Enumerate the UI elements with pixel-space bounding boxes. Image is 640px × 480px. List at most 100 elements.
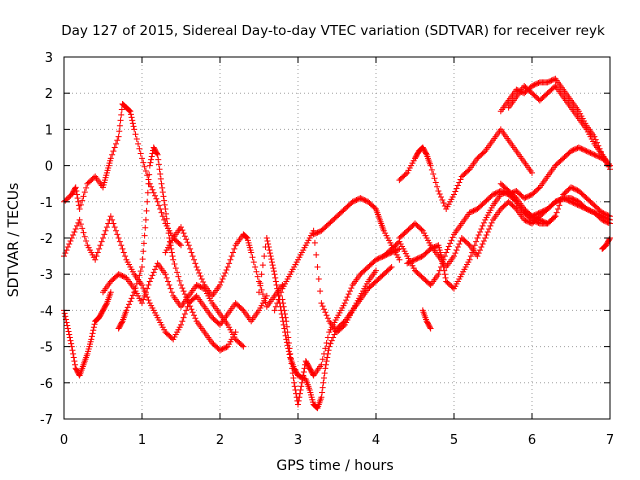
data-point <box>188 306 195 313</box>
data-point <box>141 232 148 239</box>
data-point <box>408 258 415 265</box>
data-point <box>469 208 476 215</box>
data-point <box>181 291 188 298</box>
data-point <box>171 260 178 267</box>
data-point <box>453 247 460 254</box>
data-point <box>265 241 272 248</box>
data-point <box>178 224 184 231</box>
data-point <box>153 150 160 157</box>
data-point <box>439 196 446 203</box>
series-track-16 <box>505 82 613 169</box>
data-point <box>63 247 70 254</box>
data-point <box>90 324 97 331</box>
data-point <box>343 297 350 304</box>
data-point <box>526 192 533 199</box>
data-point <box>140 248 147 255</box>
data-point <box>181 311 188 318</box>
data-point <box>142 216 149 223</box>
data-point <box>232 329 239 336</box>
data-point <box>130 123 137 130</box>
series-track-4 <box>100 260 247 350</box>
data-point <box>603 211 610 218</box>
data-point <box>577 145 584 152</box>
data-point <box>250 259 257 266</box>
data-point <box>115 133 122 140</box>
data-point <box>64 244 71 251</box>
data-point <box>328 337 335 344</box>
data-point <box>467 209 474 216</box>
data-point <box>153 263 160 270</box>
data-point <box>454 182 461 189</box>
series-track-14 <box>396 195 613 270</box>
data-point <box>145 180 152 187</box>
data-point <box>405 259 412 266</box>
data-point <box>573 186 580 193</box>
y-tick-label: -2 <box>40 232 53 247</box>
data-point <box>395 246 402 253</box>
data-point <box>129 117 136 124</box>
data-point <box>289 365 296 372</box>
data-point <box>323 312 330 319</box>
data-point <box>451 253 457 260</box>
data-point <box>522 194 529 201</box>
data-point <box>183 307 190 314</box>
data-point <box>146 171 153 178</box>
series-track-6 <box>162 224 286 310</box>
data-point <box>132 285 139 292</box>
series-track-2 <box>61 289 114 379</box>
data-point <box>521 216 528 223</box>
data-point <box>438 193 444 200</box>
data-point <box>259 262 266 269</box>
data-point <box>127 298 134 305</box>
data-point <box>103 301 110 308</box>
data-point <box>478 244 485 251</box>
data-point <box>152 192 158 199</box>
data-point <box>388 263 395 270</box>
data-point <box>555 197 561 204</box>
data-point <box>297 387 304 394</box>
data-point <box>187 245 194 252</box>
data-point <box>358 195 365 202</box>
data-point <box>547 78 554 85</box>
data-point <box>348 285 355 292</box>
x-tick-label: 3 <box>294 433 302 448</box>
data-point <box>159 184 166 191</box>
data-point <box>267 253 274 260</box>
data-point <box>77 201 84 208</box>
data-point <box>569 195 576 202</box>
data-point <box>418 226 425 233</box>
data-point <box>243 233 249 240</box>
data-point <box>219 346 226 353</box>
data-point <box>285 334 292 341</box>
data-point <box>118 242 125 249</box>
data-point <box>315 276 322 283</box>
data-point <box>270 265 277 272</box>
data-point <box>160 193 167 200</box>
data-point <box>465 241 472 248</box>
data-point <box>257 280 264 287</box>
data-point <box>148 156 155 163</box>
data-point <box>184 297 191 304</box>
data-point <box>137 268 144 275</box>
series-track-17 <box>505 144 613 202</box>
data-point <box>605 212 612 219</box>
data-point <box>581 146 587 153</box>
data-point <box>423 150 430 157</box>
data-point <box>144 285 151 292</box>
data-point <box>165 230 172 237</box>
data-point <box>475 250 482 257</box>
data-point <box>313 404 320 411</box>
data-point <box>220 273 227 280</box>
data-point <box>470 207 477 214</box>
data-point <box>324 334 331 341</box>
data-point <box>587 149 594 156</box>
data-point <box>140 285 147 292</box>
data-point <box>231 245 238 252</box>
data-point <box>137 150 144 157</box>
data-point <box>131 126 138 133</box>
data-point <box>144 198 151 205</box>
data-point <box>545 78 552 85</box>
data-point <box>141 292 148 299</box>
x-tick-label: 1 <box>138 433 146 448</box>
x-tick-label: 5 <box>450 433 458 448</box>
